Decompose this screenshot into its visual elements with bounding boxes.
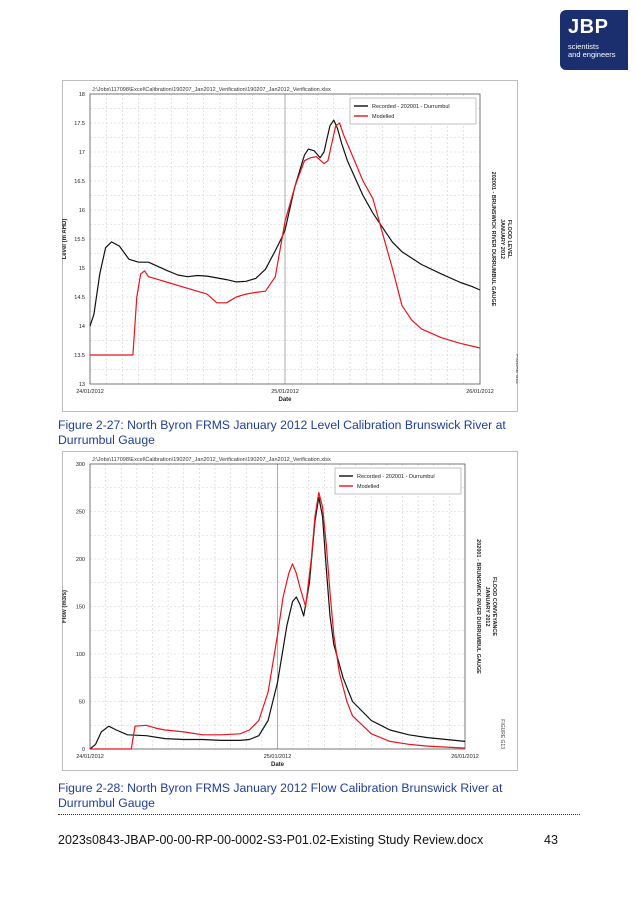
y-tick-label: 17.5 xyxy=(74,121,85,127)
flow-calibration-chart: 0 50 100 150 200 250 300 24/01/2012 25/01/2012 26… xyxy=(62,451,518,771)
x-tick-label: 24/01/2012 xyxy=(76,754,104,760)
y-tick-label: 300 xyxy=(76,462,85,468)
x-tick-label: 24/01/2012 xyxy=(76,389,104,395)
y-axis-label: Flow (m3/s) xyxy=(62,590,68,623)
figure-caption-flow: Figure 2-28: North Byron FRMS January 20… xyxy=(58,781,503,810)
side-label: 202001 - BRUNSWICK RIVER DURRUMBUL GAUGE xyxy=(475,539,481,674)
x-tick-label: 26/01/2012 xyxy=(451,754,479,760)
series-modelled-line xyxy=(90,122,481,356)
plot-area xyxy=(89,93,481,385)
y-tick-label: 13.5 xyxy=(74,353,85,359)
legend-entry: Modelled xyxy=(357,484,379,490)
logo-text: JBP xyxy=(568,16,609,38)
legend-entry: Recorded - 202001 - Durrumbul xyxy=(372,104,450,110)
x-axis-label: Date xyxy=(278,397,292,403)
y-tick-label: 17 xyxy=(79,150,85,156)
legend-box xyxy=(349,97,477,125)
y-tick-label: 200 xyxy=(76,557,85,563)
x-tick-label: 26/01/2012 xyxy=(466,389,494,395)
series-recorded-line xyxy=(89,119,481,327)
legend-box xyxy=(334,467,462,495)
side-label: JANUARY 2012 xyxy=(484,586,490,626)
y-tick-label: 0 xyxy=(82,747,85,753)
series-recorded-line xyxy=(89,496,466,750)
y-tick-label: 150 xyxy=(76,605,85,611)
y-tick-label: 16.5 xyxy=(74,179,85,185)
x-tick-label: 25/01/2012 xyxy=(271,389,299,395)
file-path-label: J:\Jobs\117098\Excel\Calibration\190207_… xyxy=(92,457,331,463)
y-tick-label: 18 xyxy=(79,92,85,98)
x-tick-label: 25/01/2012 xyxy=(264,754,292,760)
y-tick-label: 16 xyxy=(79,208,85,214)
footer-divider xyxy=(58,814,580,815)
x-axis-label: Date xyxy=(271,762,285,768)
footer-page-number: 43 xyxy=(544,833,558,847)
legend-entry: Modelled xyxy=(372,114,394,120)
legend-entry: Recorded - 202001 - Durrumbul xyxy=(357,474,435,480)
chart-frame xyxy=(62,80,518,412)
y-tick-label: 50 xyxy=(79,700,85,706)
figure-caption-level: Figure 2-27: North Byron FRMS January 20… xyxy=(58,418,506,447)
side-label: FLOOD LEVEL xyxy=(506,220,512,259)
y-tick-label: 15 xyxy=(79,266,85,272)
footer-document-name: 2023s0843-JBAP-00-00-RP-00-0002-S3-P01.0… xyxy=(58,833,484,847)
series-modelled-line xyxy=(90,491,466,750)
y-tick-label: 13 xyxy=(79,382,85,388)
side-label: FLOOD CONVEYANCE xyxy=(491,577,497,636)
figure-number-label: FIGURE G13 xyxy=(499,719,505,749)
y-tick-label: 100 xyxy=(76,652,85,658)
side-label: JANUARY 2012 xyxy=(499,219,505,259)
y-tick-label: 250 xyxy=(76,510,85,516)
side-label: 202001 - BRUNSWICK RIVER DURRUMBUL GAUGE xyxy=(490,172,496,307)
y-tick-label: 14.5 xyxy=(74,295,85,301)
figure-number-label: FIGURE G12 xyxy=(514,354,518,384)
jbp-logo: JBP scientists and engineers xyxy=(560,10,628,70)
y-tick-label: 14 xyxy=(79,324,85,330)
logo-subtitle: scientists and engineers xyxy=(568,42,616,59)
y-tick-label: 15.5 xyxy=(74,237,85,243)
plot-area xyxy=(89,463,466,750)
file-path-label: J:\Jobs\117098\Excel\Calibration\190207_… xyxy=(92,87,331,93)
level-calibration-chart: 13 13.5 14 14.5 15 15.5 16 16.5 17 17.5 18 24/01/20… xyxy=(62,80,518,412)
y-axis-label: Level (m AHD) xyxy=(62,219,68,260)
